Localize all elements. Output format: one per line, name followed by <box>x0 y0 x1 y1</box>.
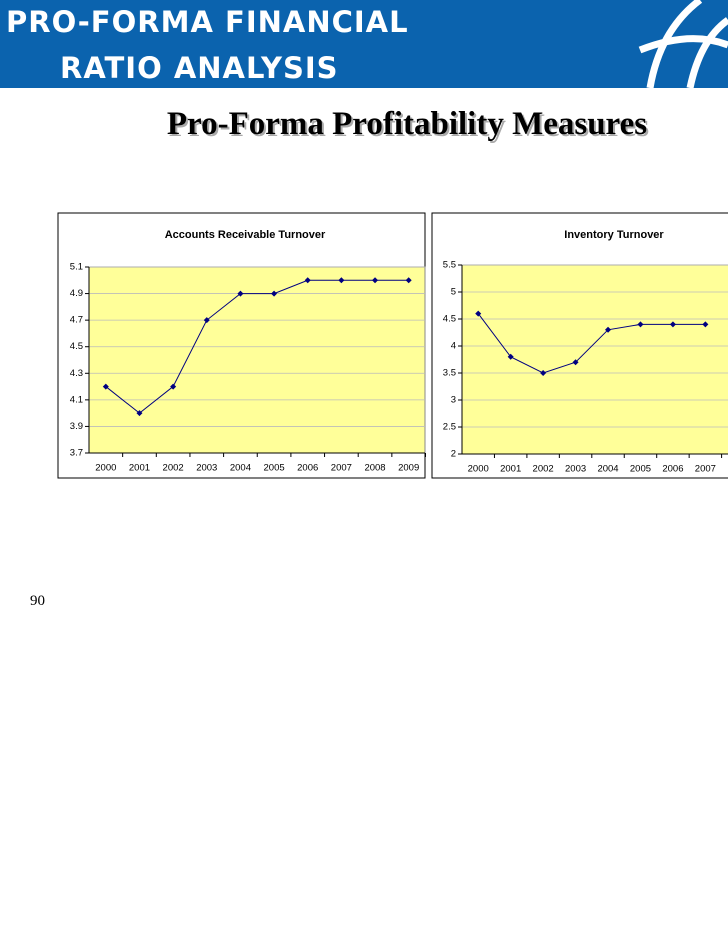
y-tick-label: 4.1 <box>70 394 83 405</box>
data-marker <box>507 353 514 360</box>
x-tick-label: 2000 <box>95 463 116 474</box>
y-tick-label: 4.7 <box>70 315 83 326</box>
data-marker <box>136 410 143 417</box>
data-marker <box>637 321 644 328</box>
x-tick-label: 2007 <box>331 463 352 474</box>
y-tick-label: 4.5 <box>70 341 83 352</box>
x-tick-label: 2005 <box>630 464 651 475</box>
y-tick-label: 4.9 <box>70 288 83 299</box>
chart-title: Accounts Receivable Turnover <box>165 229 326 241</box>
slide-title-shadow: Pro-Forma Profitability Measures <box>169 108 649 144</box>
x-tick-label: 2002 <box>533 464 554 475</box>
plot-area <box>461 264 728 455</box>
data-marker <box>338 277 345 284</box>
y-tick-label: 4.3 <box>70 368 83 379</box>
x-tick-label: 2006 <box>662 464 683 475</box>
x-tick-label: 2001 <box>129 463 150 474</box>
data-marker <box>475 310 482 317</box>
data-marker <box>669 321 676 328</box>
x-tick-label: 2003 <box>565 464 586 475</box>
page-number: 90 <box>30 593 45 609</box>
data-line <box>105 279 409 414</box>
data-marker <box>237 290 244 297</box>
x-tick-label: 2006 <box>297 463 318 474</box>
data-marker <box>203 317 210 324</box>
plot-area <box>88 266 426 454</box>
x-tick-label: 2002 <box>163 463 184 474</box>
data-marker <box>572 359 579 366</box>
data-marker <box>102 383 109 390</box>
header-title: PRO-FORMA FINANCIAL <box>6 5 409 39</box>
header-bar <box>0 0 728 88</box>
data-marker <box>271 290 278 297</box>
logo <box>638 0 728 89</box>
header-title: RATIO ANALYSIS <box>60 51 339 85</box>
chart-title: Inventory Turnover <box>564 229 664 241</box>
y-tick-label: 3.5 <box>443 368 456 379</box>
data-marker <box>170 383 177 390</box>
x-tick-label: 2003 <box>196 463 217 474</box>
y-tick-label: 4 <box>451 341 456 352</box>
y-tick-label: 3 <box>451 395 456 406</box>
x-tick-label: 2005 <box>264 463 285 474</box>
x-tick-label: 2004 <box>597 464 618 475</box>
x-tick-label: 2008 <box>364 463 385 474</box>
data-marker <box>304 277 311 284</box>
x-tick-label: 2004 <box>230 463 251 474</box>
data-marker <box>605 326 612 333</box>
slide-title: Pro-Forma Profitability Measures <box>167 106 647 142</box>
x-tick-label: 2001 <box>500 464 521 475</box>
y-tick-label: 3.9 <box>70 421 83 432</box>
y-tick-label: 3.7 <box>70 448 83 459</box>
data-marker <box>405 277 412 284</box>
data-marker <box>372 277 379 284</box>
y-tick-label: 5.5 <box>443 260 456 271</box>
x-tick-label: 2009 <box>398 463 419 474</box>
y-tick-label: 4.5 <box>443 314 456 325</box>
x-tick-label: 2007 <box>695 464 716 475</box>
y-tick-label: 2 <box>451 449 456 460</box>
data-marker <box>702 321 709 328</box>
data-marker <box>540 370 547 376</box>
y-tick-label: 2.5 <box>443 422 456 433</box>
y-tick-label: 5 <box>451 287 456 298</box>
x-tick-label: 2000 <box>468 464 489 475</box>
y-tick-label: 5.1 <box>70 262 83 273</box>
data-line <box>477 313 706 374</box>
